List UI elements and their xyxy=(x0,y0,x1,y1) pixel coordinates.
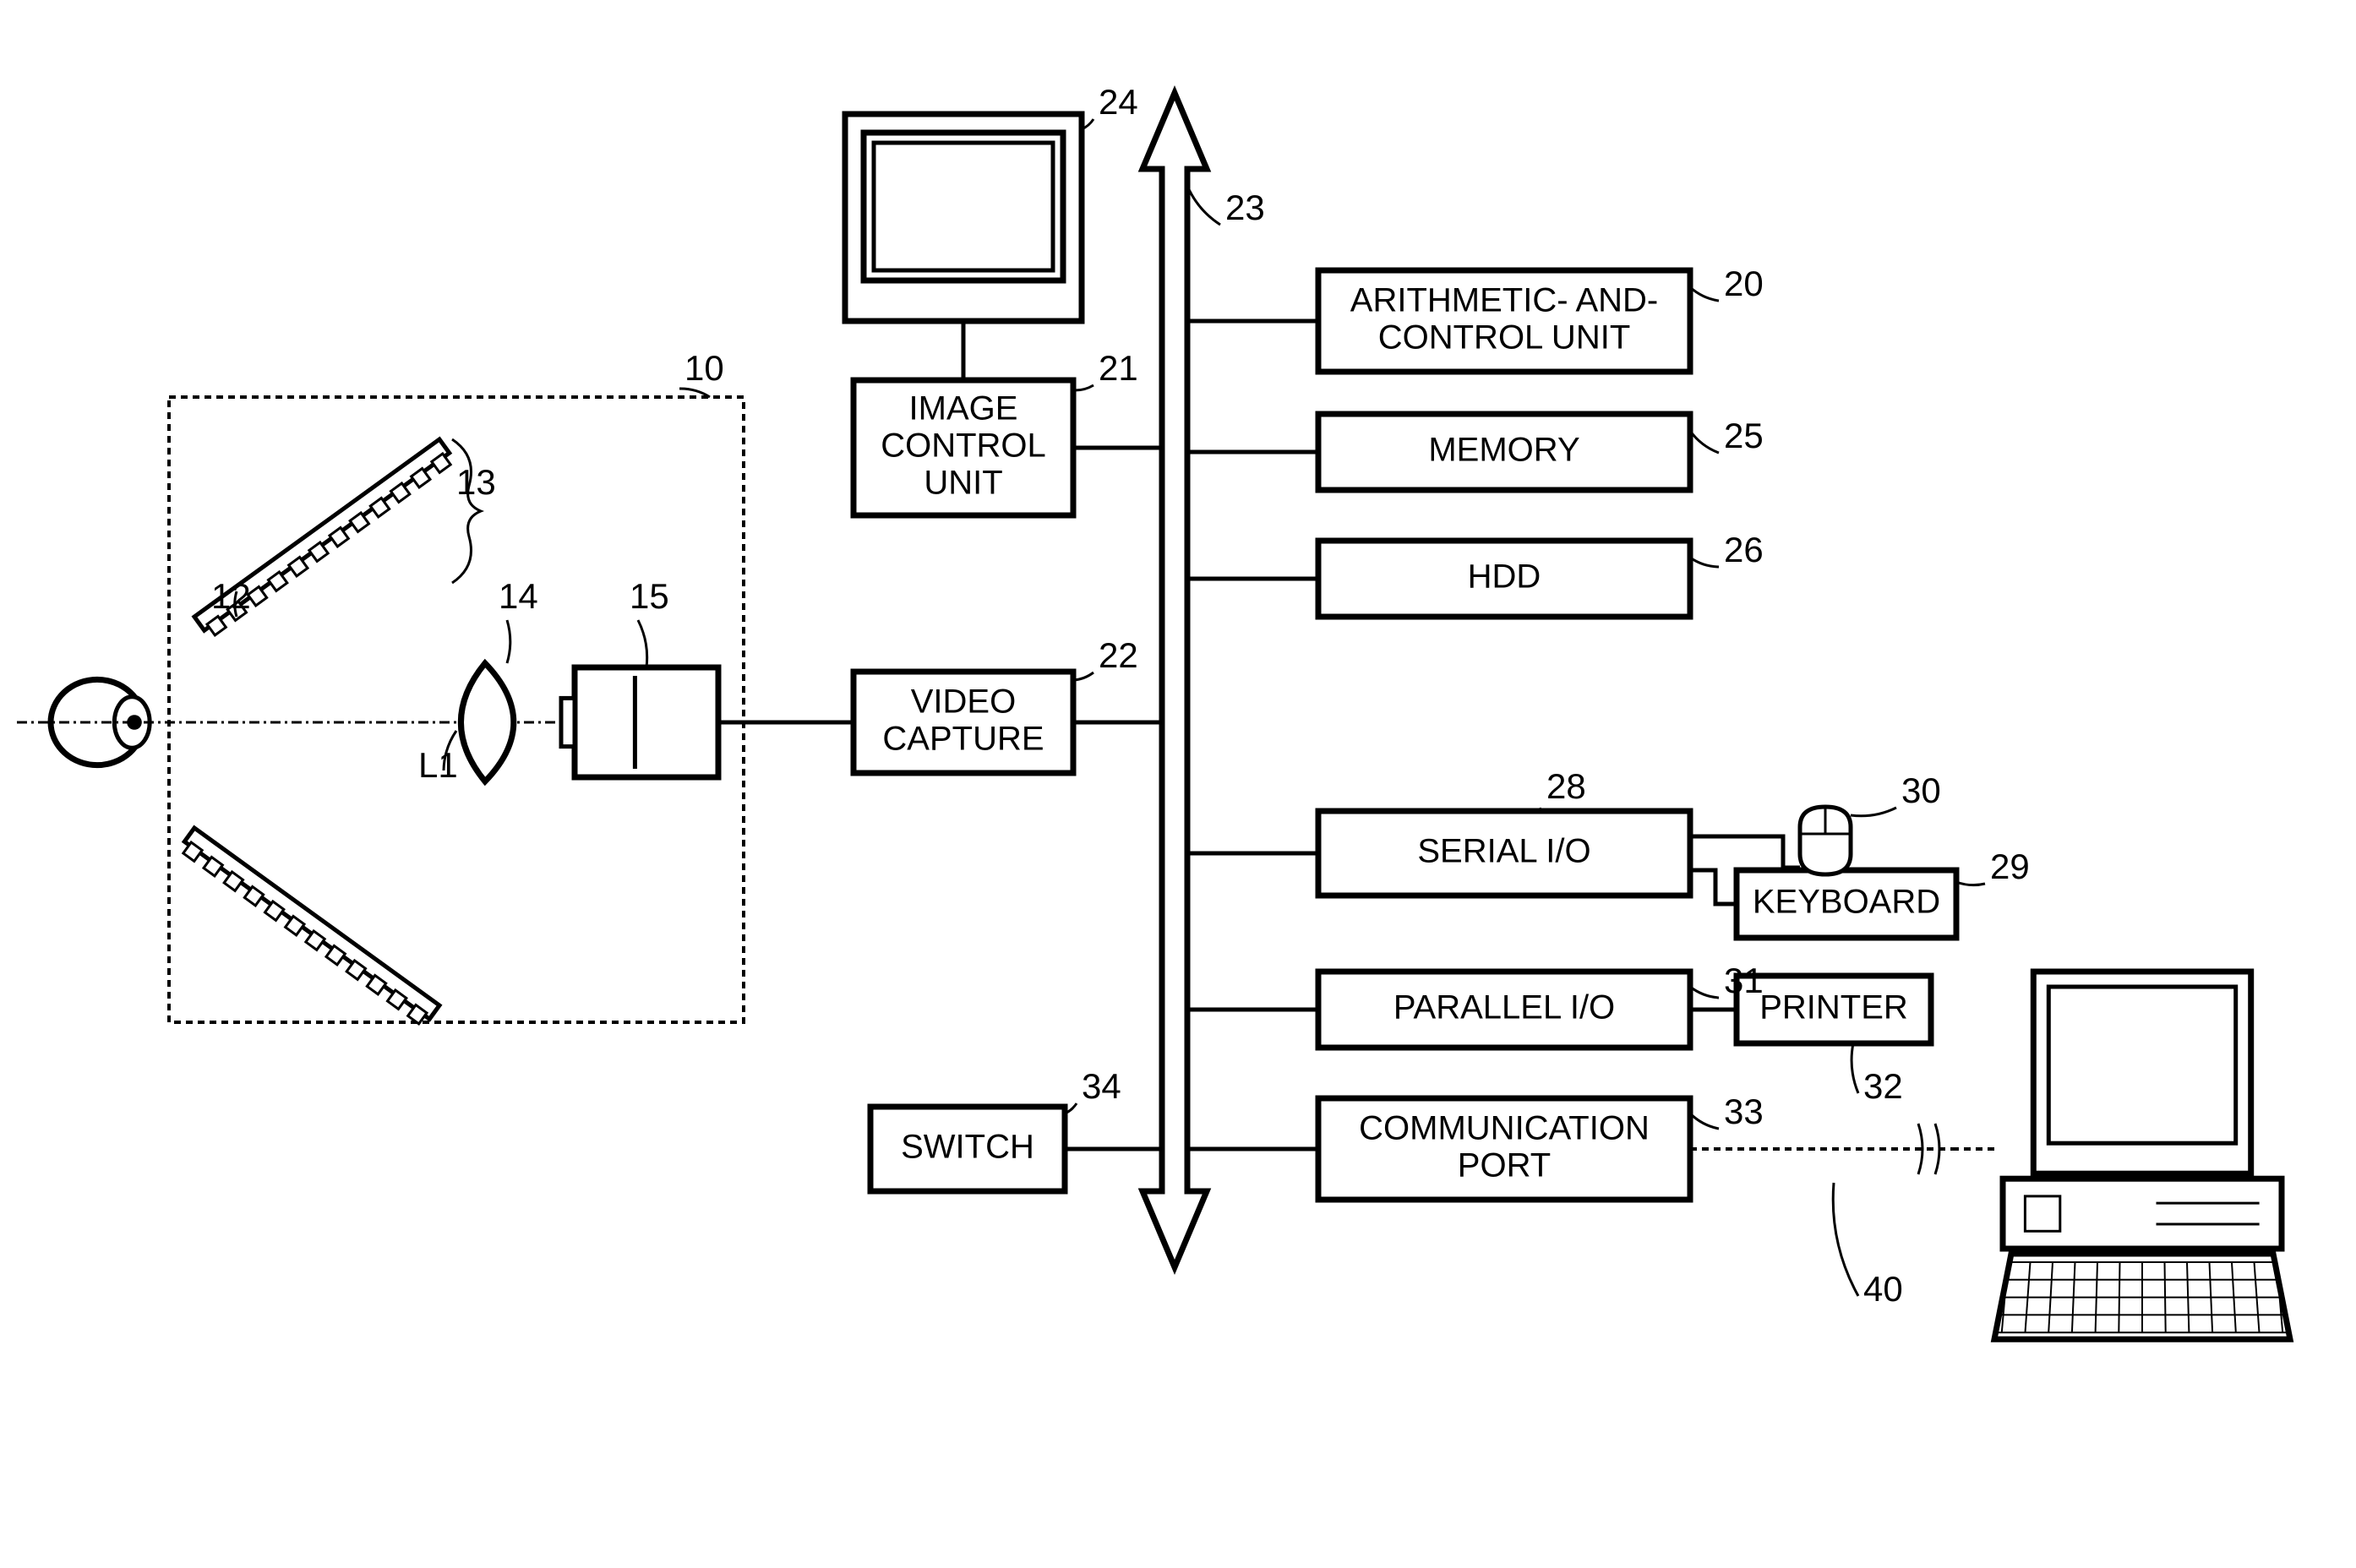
videoCapture: VIDEOCAPTURE xyxy=(854,672,1073,773)
svg-text:VIDEO: VIDEO xyxy=(911,683,1016,721)
svg-text:HDD: HDD xyxy=(1468,558,1541,596)
svg-text:20: 20 xyxy=(1724,264,1764,303)
mouse-icon xyxy=(1800,807,1851,874)
svg-text:22: 22 xyxy=(1099,635,1138,675)
svg-text:30: 30 xyxy=(1901,770,1941,810)
svg-text:KEYBOARD: KEYBOARD xyxy=(1753,884,1940,921)
svg-text:CONTROL UNIT: CONTROL UNIT xyxy=(1378,319,1631,357)
svg-text:L1: L1 xyxy=(418,745,458,785)
svg-text:CAPTURE: CAPTURE xyxy=(882,721,1044,758)
commport: COMMUNICATIONPORT xyxy=(1318,1098,1690,1200)
optics-unit xyxy=(17,397,854,1024)
hdd: HDD xyxy=(1318,541,1690,617)
svg-text:ARITHMETIC- AND-: ARITHMETIC- AND- xyxy=(1350,282,1658,319)
svg-text:28: 28 xyxy=(1546,766,1586,806)
svg-text:23: 23 xyxy=(1225,188,1265,227)
svg-text:34: 34 xyxy=(1082,1066,1121,1106)
svg-text:PRINTER: PRINTER xyxy=(1759,989,1908,1026)
parallel: PARALLEL I/O xyxy=(1318,972,1690,1048)
svg-text:UNIT: UNIT xyxy=(924,465,1002,502)
switch: SWITCH xyxy=(870,1107,1065,1191)
memory: MEMORY xyxy=(1318,414,1690,490)
svg-text:MEMORY: MEMORY xyxy=(1428,432,1579,469)
svg-text:12: 12 xyxy=(211,576,251,616)
svg-text:31: 31 xyxy=(1724,961,1764,1000)
svg-text:IMAGE: IMAGE xyxy=(909,390,1018,427)
svg-text:24: 24 xyxy=(1099,82,1138,122)
svg-text:13: 13 xyxy=(456,462,496,502)
svg-text:26: 26 xyxy=(1724,530,1764,569)
monitor-icon xyxy=(845,114,1082,321)
svg-text:32: 32 xyxy=(1863,1066,1903,1106)
computer-icon xyxy=(1994,972,2290,1339)
acu: ARITHMETIC- AND-CONTROL UNIT xyxy=(1318,270,1690,372)
svg-text:CONTROL: CONTROL xyxy=(881,427,1046,465)
svg-text:29: 29 xyxy=(1990,847,2030,886)
svg-text:21: 21 xyxy=(1099,348,1138,388)
svg-text:PARALLEL I/O: PARALLEL I/O xyxy=(1393,989,1615,1026)
svg-text:10: 10 xyxy=(684,348,724,388)
svg-text:14: 14 xyxy=(499,576,538,616)
svg-text:40: 40 xyxy=(1863,1269,1903,1309)
svg-text:25: 25 xyxy=(1724,416,1764,455)
svg-text:SERIAL I/O: SERIAL I/O xyxy=(1417,833,1590,870)
svg-text:SWITCH: SWITCH xyxy=(901,1129,1034,1166)
printer: PRINTER xyxy=(1737,976,1931,1043)
svg-text:COMMUNICATION: COMMUNICATION xyxy=(1359,1110,1650,1147)
keyboard: KEYBOARD xyxy=(1737,870,1956,938)
svg-text:15: 15 xyxy=(630,576,669,616)
serial: SERIAL I/O xyxy=(1318,811,1690,896)
svg-text:33: 33 xyxy=(1724,1092,1764,1131)
imageControl: IMAGECONTROLUNIT xyxy=(854,380,1073,515)
svg-text:PORT: PORT xyxy=(1458,1147,1551,1184)
